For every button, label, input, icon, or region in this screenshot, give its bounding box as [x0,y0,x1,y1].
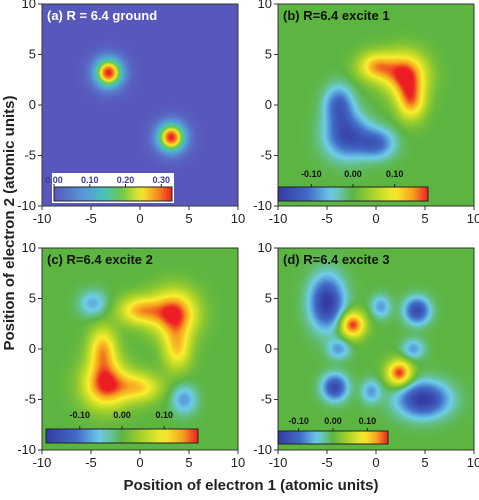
colorbar-tick-label: -0.10 [288,416,309,426]
colorbar-tick-label: 0.10 [81,175,99,185]
y-tick-label: 10 [258,0,272,11]
heatmap-image [42,248,238,450]
x-tick-label: 10 [231,455,245,470]
colorbar-gradient [45,428,199,444]
y-tick-label: -5 [24,392,36,407]
heatmap-image [278,248,474,450]
colorbar-tick-label: 0.00 [45,175,63,185]
x-tick-label: 10 [231,211,245,226]
x-tick-label: 5 [421,211,428,226]
x-tick-label: 5 [185,211,192,226]
y-tick-label: -10 [253,442,272,457]
x-tick-label: 10 [467,211,479,226]
x-tick-label: -10 [33,455,52,470]
y-tick-label: 5 [29,291,36,306]
y-tick-label: 0 [29,341,36,356]
y-tick-label: 0 [29,97,36,112]
panel-title: (c) R=6.4 excite 2 [47,252,153,267]
x-tick-label: -5 [85,211,97,226]
colorbar-tick-label: 0.20 [117,175,135,185]
y-tick-label: -10 [17,198,36,213]
colorbar-tick-label: 0.00 [344,169,362,179]
colorbar: -0.10 0.00 0.10 [45,410,199,444]
y-tick-label: 5 [265,47,272,62]
x-tick-label: -10 [33,211,52,226]
x-tick-label: 0 [136,211,143,226]
x-tick-label: -5 [85,455,97,470]
x-tick-label: -5 [321,211,333,226]
colorbar-tick-label: -0.10 [301,169,322,179]
colorbar-gradient [277,430,389,445]
y-tick-label: -5 [24,148,36,163]
colorbar: -0.10 0.00 0.10 [277,169,429,202]
colorbar-tick-label: 0.10 [359,416,377,426]
y-tick-label: -10 [17,442,36,457]
y-tick-label: 10 [22,0,36,11]
x-tick-label: -10 [269,211,288,226]
colorbar-gradient [53,186,173,202]
panel-title: (a) R = 6.4 ground [47,8,157,23]
colorbar-tick-label: 0.00 [324,416,342,426]
x-tick-label: 5 [185,455,192,470]
x-tick-label: 0 [136,455,143,470]
heatmap-panel-2: (c) R=6.4 excite 2 -10 -5 0 5 10 -10 -5 0 5 10 -0.1… [17,240,245,470]
x-axis-label: Position of electron 1 (atomic units) [123,477,378,494]
heatmap-panel-0: (a) R = 6.4 ground -10 -5 0 5 10 -10 -5 0 5 10 0.00… [17,0,245,226]
y-tick-label: 10 [258,240,272,255]
y-axis-label: Position of electron 2 (atomic units) [1,95,18,350]
x-tick-label: 0 [372,211,379,226]
panel-title: (d) R=6.4 excite 3 [283,252,390,267]
heatmap-image [42,4,238,206]
colorbar-tick-label: 0.10 [155,410,173,420]
colorbar-tick-label: 0.30 [153,175,171,185]
y-tick-label: -5 [260,148,272,163]
panel-title: (b) R=6.4 excite 1 [283,8,390,23]
y-tick-label: -5 [260,392,272,407]
y-tick-label: 5 [29,47,36,62]
colorbar: -0.10 0.00 0.10 [277,416,389,445]
y-tick-label: -10 [253,198,272,213]
x-tick-label: 0 [372,455,379,470]
colorbar-tick-label: 0.00 [113,410,131,420]
heatmap-image [278,4,474,206]
heatmap-panel-3: (d) R=6.4 excite 3 -10 -5 0 5 10 -10 -5 0 5 10 -0.1… [253,240,479,470]
colorbar-tick-label: 0.10 [386,169,404,179]
x-tick-label: -10 [269,455,288,470]
y-tick-label: 5 [265,291,272,306]
x-tick-label: 5 [421,455,428,470]
colorbar-tick-label: -0.10 [70,410,91,420]
colorbar-gradient [277,186,429,202]
x-tick-label: 10 [467,455,479,470]
y-tick-label: 0 [265,341,272,356]
colorbar: 0.00 0.10 0.20 0.30 [45,173,174,203]
heatmap-panel-1: (b) R=6.4 excite 1 -10 -5 0 5 10 -10 -5 0 5 10 -0.1… [253,0,479,226]
y-tick-label: 0 [265,97,272,112]
y-tick-label: 10 [22,240,36,255]
x-tick-label: -5 [321,455,333,470]
